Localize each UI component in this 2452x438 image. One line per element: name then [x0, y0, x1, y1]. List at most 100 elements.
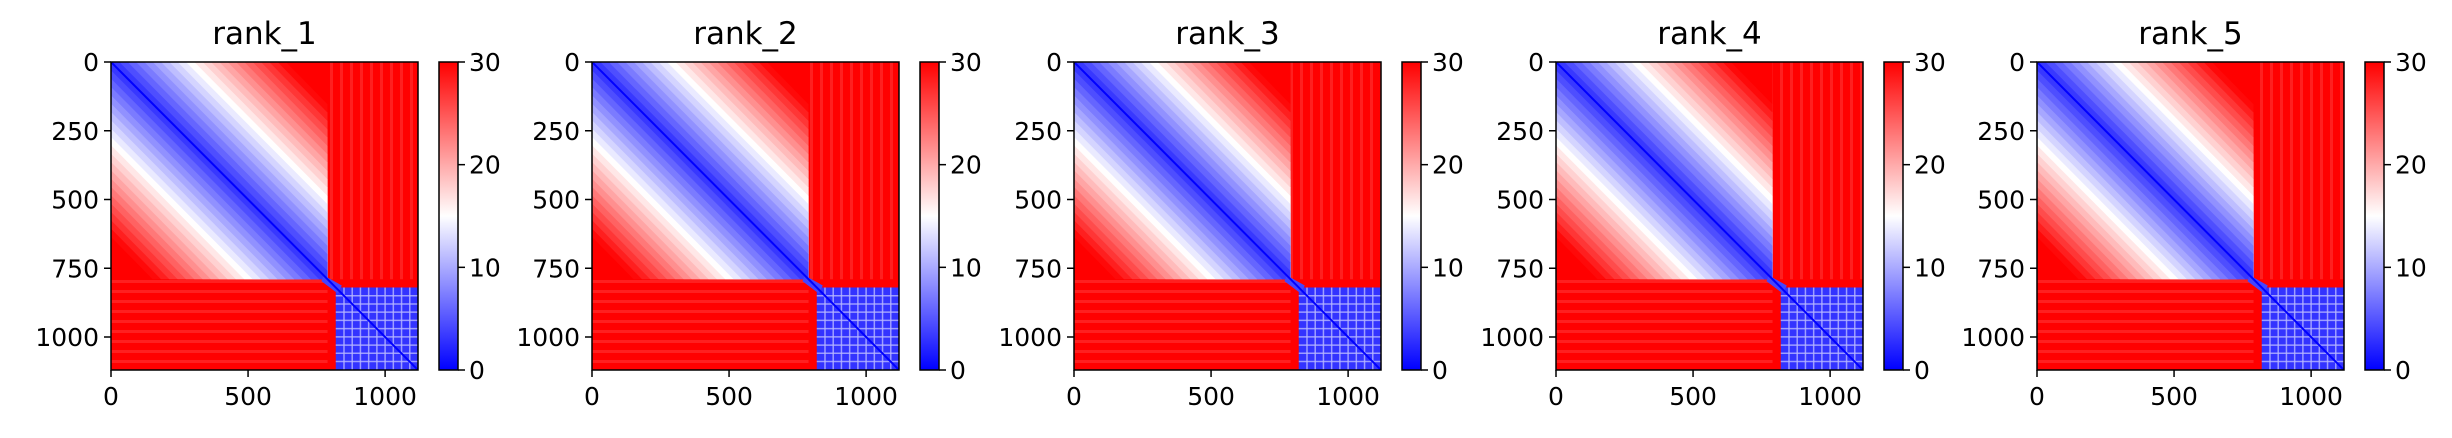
heatmap-image [111, 62, 418, 370]
y-tick-label: 1000 [1961, 323, 2025, 352]
y-tick-label: 0 [83, 48, 99, 77]
colorbar-tick-label: 10 [469, 253, 501, 282]
panel-title: rank_4 [1657, 16, 1762, 52]
heatmap-diagonal [111, 62, 418, 370]
colorbar-frame [1883, 61, 1904, 371]
x-tick-label: 0 [2029, 382, 2045, 411]
x-tick-label: 0 [1066, 382, 1082, 411]
colorbar [1884, 62, 1903, 370]
x-tick-label: 1000 [2279, 382, 2343, 411]
heatmap-diagonal [592, 62, 899, 370]
y-tick-label: 1000 [1480, 323, 1544, 352]
x-tick-label: 0 [1548, 382, 1564, 411]
y-tick-label: 250 [1014, 117, 1062, 146]
colorbar-tick-label: 20 [1914, 151, 1946, 180]
panel-title: rank_2 [693, 16, 798, 52]
y-tick-label: 750 [1977, 254, 2025, 283]
colorbar-tick-label: 10 [2395, 253, 2427, 282]
heatmap-texture [111, 279, 328, 370]
heatmap-diagonal [1074, 62, 1381, 370]
colorbar-tick-label: 10 [1914, 253, 1946, 282]
colorbar-frame [1401, 61, 1422, 371]
colorbar-tick-label: 20 [950, 151, 982, 180]
heatmap-diagonal [1556, 62, 1863, 370]
heatmap-texture [1556, 279, 1773, 370]
heatmap-texture [1772, 62, 1863, 280]
y-tick-label: 0 [564, 48, 580, 77]
panel-title: rank_1 [212, 16, 317, 52]
panel-title: rank_3 [1175, 16, 1280, 52]
x-tick-label: 0 [103, 382, 119, 411]
y-tick-label: 750 [1014, 254, 1062, 283]
y-tick-label: 500 [532, 186, 580, 215]
y-tick-label: 750 [532, 254, 580, 283]
heatmap-texture [1290, 62, 1381, 280]
heatmap-image [1074, 62, 1381, 370]
heatmap-panel-1: rank_1 0 250 500 750 1000 0 500 1000 0 10 20 30 [35, 16, 500, 411]
y-tick-label: 250 [51, 117, 99, 146]
colorbar-tick-label: 20 [2395, 151, 2427, 180]
y-tick-label: 1000 [998, 323, 1062, 352]
colorbar [2365, 62, 2384, 370]
axes-frame [110, 61, 419, 371]
y-tick-label: 500 [1977, 186, 2025, 215]
colorbar-frame [919, 61, 940, 371]
x-tick-label: 1000 [1316, 382, 1380, 411]
heatmap-texture [1074, 279, 1291, 370]
heatmap-texture [2037, 279, 2254, 370]
x-tick-label: 0 [584, 382, 600, 411]
y-tick-label: 0 [2009, 48, 2025, 77]
heatmap-texture [327, 62, 418, 280]
axes-frame [2036, 61, 2345, 371]
y-tick-label: 500 [1496, 186, 1544, 215]
colorbar-tick-label: 0 [469, 356, 485, 385]
heatmap-texture [2253, 62, 2344, 280]
x-tick-label: 1000 [1798, 382, 1862, 411]
y-tick-label: 1000 [35, 323, 99, 352]
x-tick-label: 500 [705, 382, 753, 411]
colorbar-tick-label: 10 [1432, 253, 1464, 282]
heatmap-image [592, 62, 899, 370]
heatmap-panel-2: rank_2 0 250 500 750 1000 0 500 1000 0 10 20 30 [516, 16, 981, 411]
colorbar-tick-label: 0 [1914, 356, 1930, 385]
colorbar-tick-label: 30 [1914, 48, 1946, 77]
colorbar [439, 62, 458, 370]
colorbar [920, 62, 939, 370]
x-tick-label: 500 [1669, 382, 1717, 411]
colorbar-tick-label: 20 [1432, 151, 1464, 180]
colorbar [1402, 62, 1421, 370]
heatmap-panel-4: rank_4 0 250 500 750 1000 0 500 1000 0 10 20 30 [1480, 16, 1945, 411]
y-tick-label: 750 [1496, 254, 1544, 283]
colorbar-tick-label: 30 [2395, 48, 2427, 77]
colorbar-tick-label: 10 [950, 253, 982, 282]
x-tick-label: 1000 [834, 382, 898, 411]
y-tick-label: 1000 [516, 323, 580, 352]
y-tick-label: 250 [1496, 117, 1544, 146]
axes-frame [1555, 61, 1864, 371]
colorbar-tick-label: 30 [1432, 48, 1464, 77]
heatmap-panel-3: rank_3 0 250 500 750 1000 0 500 1000 0 10 20 30 [998, 16, 1463, 411]
colorbar-tick-label: 0 [2395, 356, 2411, 385]
colorbar-tick-label: 0 [950, 356, 966, 385]
x-tick-label: 500 [1187, 382, 1235, 411]
heatmap-image [1556, 62, 1863, 370]
y-tick-label: 250 [1977, 117, 2025, 146]
x-tick-label: 500 [224, 382, 272, 411]
y-tick-label: 0 [1046, 48, 1062, 77]
colorbar-tick-label: 20 [469, 151, 501, 180]
axes-frame [591, 61, 900, 371]
axes-frame [1073, 61, 1382, 371]
heatmap-panel-5: rank_5 0 250 500 750 1000 0 500 1000 0 10 20 30 [1961, 16, 2426, 411]
colorbar-tick-label: 0 [1432, 356, 1448, 385]
heatmap-diagonal [2037, 62, 2344, 370]
colorbar-tick-label: 30 [950, 48, 982, 77]
panel-title: rank_5 [2138, 16, 2243, 52]
colorbar-frame [2364, 61, 2385, 371]
x-tick-label: 1000 [353, 382, 417, 411]
y-tick-label: 500 [51, 186, 99, 215]
heatmap-image [2037, 62, 2344, 370]
colorbar-tick-label: 30 [469, 48, 501, 77]
heatmap-texture [808, 62, 899, 280]
colorbar-frame [438, 61, 459, 371]
